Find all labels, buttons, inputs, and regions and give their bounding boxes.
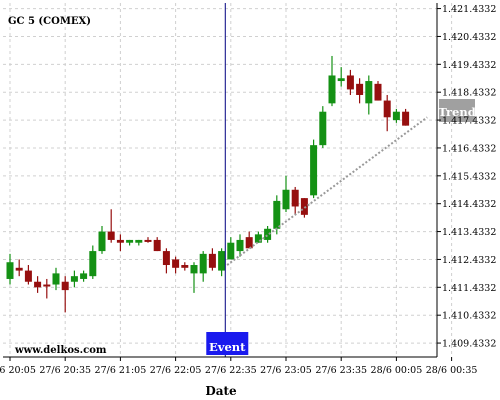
candle-body [116, 239, 124, 243]
x-tick-label: 27/6 20:05 [0, 365, 36, 376]
candle-body [6, 262, 14, 279]
candle-body [264, 228, 272, 240]
y-tick-label: 1.414.4332 [442, 199, 496, 210]
candle-body [356, 83, 364, 95]
x-tick-label: 27/6 22:35 [205, 365, 257, 376]
x-axis-label: Date [205, 384, 237, 398]
candle-body [374, 83, 382, 101]
candle-body [365, 81, 373, 104]
candle-body [218, 251, 226, 271]
candles [6, 55, 410, 313]
event-label-box [206, 332, 249, 355]
candle-body [144, 239, 152, 242]
candle-body [107, 231, 115, 240]
axes: 1.409.4332 1.410.4332 1.411.4332 1.412.4332… [0, 3, 496, 376]
candle-body [24, 270, 32, 282]
candle-body [34, 281, 42, 288]
x-tick-label: 27/6 21:05 [95, 365, 147, 376]
candle-body [181, 265, 189, 268]
y-tick-label: 1.416.4332 [442, 143, 496, 154]
candle-body [70, 276, 78, 282]
grid-lines [3, 3, 453, 357]
y-tick-label: 1.415.4332 [442, 171, 496, 182]
candle-body [199, 253, 207, 274]
y-tick-label: 1.410.4332 [442, 311, 496, 322]
candle-body [208, 253, 216, 268]
candle-body [254, 234, 262, 243]
candle-body [383, 100, 391, 118]
y-tick-label: 1.419.4332 [442, 60, 496, 71]
annotations: Event Trend [206, 3, 476, 357]
chart-title: GC 5 (COMEX) [8, 16, 91, 27]
x-tick-label: 28/6 00:05 [371, 365, 423, 376]
candle-body [135, 239, 143, 243]
trend-label-box [439, 99, 475, 122]
candle-body [291, 189, 299, 207]
x-tick-label: 27/6 23:35 [315, 365, 367, 376]
candle-body [346, 75, 354, 90]
trend-label: Trend [438, 105, 476, 119]
candle-body [402, 111, 410, 126]
candle-body [98, 231, 106, 252]
candle-body [89, 251, 97, 277]
candle-body [392, 111, 400, 121]
candle-body [126, 239, 134, 243]
candle-body [43, 284, 51, 287]
y-tick-label: 1.418.4332 [442, 88, 496, 99]
candle-body [282, 189, 290, 210]
x-tick-label: 27/6 20:35 [39, 365, 91, 376]
candle-body [236, 239, 244, 252]
y-tick-label: 1.420.4332 [442, 32, 496, 43]
y-tick-label: 1.411.4332 [442, 283, 496, 294]
y-tick-label: 1.413.4332 [442, 227, 496, 238]
candle-body [328, 75, 336, 104]
candle-body [15, 267, 23, 271]
y-tick-label: 1.417.4332 [442, 116, 496, 127]
candle-body [80, 273, 88, 279]
candle-body [61, 281, 69, 291]
candle-body [300, 198, 308, 215]
x-tick-label: 27/6 22:05 [150, 365, 202, 376]
x-tick-label: 28/6 00:35 [426, 365, 478, 376]
candle-body [52, 273, 60, 285]
y-tick-label: 1.412.4332 [442, 255, 496, 266]
event-label: Event [209, 340, 246, 354]
candle-body [172, 259, 180, 268]
y-tick-label: 1.421.4332 [442, 4, 496, 15]
trend-line [226, 116, 428, 266]
x-tick-label: 27/6 23:05 [260, 365, 312, 376]
candle-body [319, 111, 327, 146]
candle-body [310, 145, 318, 196]
candle-body [245, 237, 253, 249]
watermark: www.delkos.com [14, 345, 107, 356]
candle-body [153, 239, 161, 252]
candle-body [337, 78, 345, 82]
candle-body [190, 265, 198, 274]
y-tick-label: 1.409.4332 [442, 339, 496, 350]
candle-body [273, 200, 281, 229]
candle-body [227, 242, 235, 260]
candle-body [162, 251, 170, 266]
